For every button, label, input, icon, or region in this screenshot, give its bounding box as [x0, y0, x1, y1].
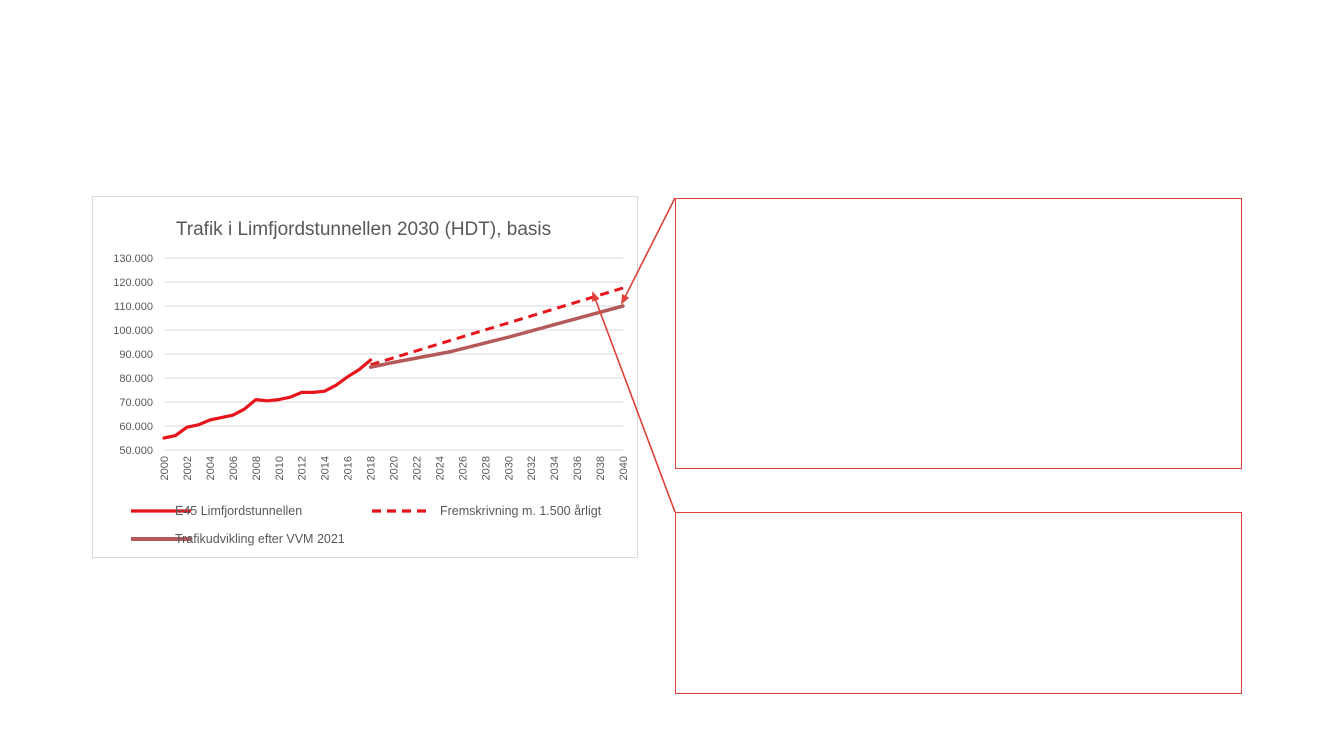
legend-label-0: E45 Limfjordstunnellen: [175, 504, 302, 518]
x-tick-label: 2014: [320, 456, 332, 480]
chart-frame: Trafik i Limfjordstunnellen 2030 (HDT), …: [92, 196, 638, 558]
x-tick-label: 2026: [457, 456, 469, 480]
legend-label-1: Fremskrivning m. 1.500 årligt: [440, 504, 602, 518]
series-line-0: [162, 358, 373, 440]
x-tick-label: 2028: [480, 456, 492, 480]
y-tick-label: 90.000: [119, 349, 153, 361]
x-tick-label: 2012: [297, 456, 309, 480]
x-tick-label: 2038: [595, 456, 607, 480]
y-tick-label: 130.000: [113, 253, 153, 265]
x-tick-label: 2010: [274, 456, 286, 480]
arrow-to-vvm-line: [592, 291, 676, 513]
x-tick-label: 2006: [228, 456, 240, 480]
y-tick-label: 70.000: [119, 397, 153, 409]
x-tick-label: 2004: [205, 456, 217, 480]
x-tick-label: 2020: [389, 456, 401, 480]
y-tick-label: 60.000: [119, 421, 153, 433]
y-tick-label: 80.000: [119, 373, 153, 385]
arrow-to-projection-end: [621, 197, 676, 305]
y-tick-label: 120.000: [113, 277, 153, 289]
callout-box-bottom: [675, 512, 1242, 694]
chart-title: Trafik i Limfjordstunnellen 2030 (HDT), …: [176, 219, 551, 240]
x-tick-label: 2024: [434, 456, 446, 480]
x-tick-label: 2036: [572, 456, 584, 480]
x-tick-label: 2032: [526, 456, 538, 480]
line-chart: Trafik i Limfjordstunnellen 2030 (HDT), …: [113, 219, 630, 546]
x-tick-label: 2016: [343, 456, 355, 480]
x-tick-label: 2018: [366, 456, 378, 480]
legend-label-2: Trafikudvikling efter VVM 2021: [175, 532, 345, 546]
x-tick-label: 2040: [618, 456, 630, 480]
x-tick-label: 2002: [182, 456, 194, 480]
x-tick-label: 2034: [549, 456, 561, 480]
y-tick-label: 100.000: [113, 325, 153, 337]
x-tick-label: 2022: [411, 456, 423, 480]
callout-box-top: [675, 198, 1242, 469]
x-tick-label: 2008: [251, 456, 263, 480]
series-line-2: [368, 304, 625, 369]
x-tick-label: 2030: [503, 456, 515, 480]
y-tick-label: 50.000: [119, 445, 153, 457]
x-tick-label: 2000: [159, 456, 171, 480]
y-tick-label: 110.000: [114, 301, 153, 313]
